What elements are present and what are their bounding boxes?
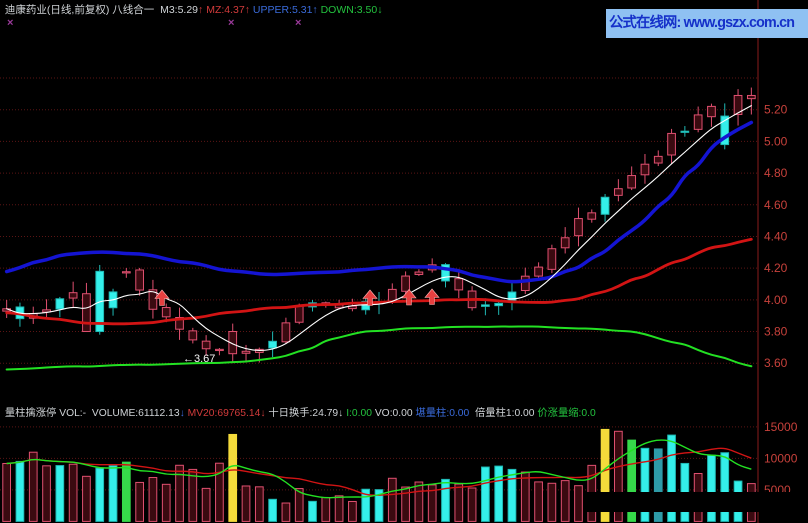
svg-text:←3.67: ←3.67: [183, 353, 215, 365]
svg-text:4.00: 4.00: [764, 293, 788, 307]
svg-text:5.00: 5.00: [764, 134, 788, 148]
svg-text:3.80: 3.80: [764, 325, 788, 339]
svg-text:10000: 10000: [764, 451, 798, 465]
svg-text:4.80: 4.80: [764, 166, 788, 180]
svg-text:4.60: 4.60: [764, 198, 788, 212]
svg-text:15000: 15000: [764, 420, 798, 434]
svg-text:5.20: 5.20: [764, 103, 788, 117]
svg-text:3.60: 3.60: [764, 356, 788, 370]
svg-text:4.20: 4.20: [764, 261, 788, 275]
svg-text:4.40: 4.40: [764, 229, 788, 243]
